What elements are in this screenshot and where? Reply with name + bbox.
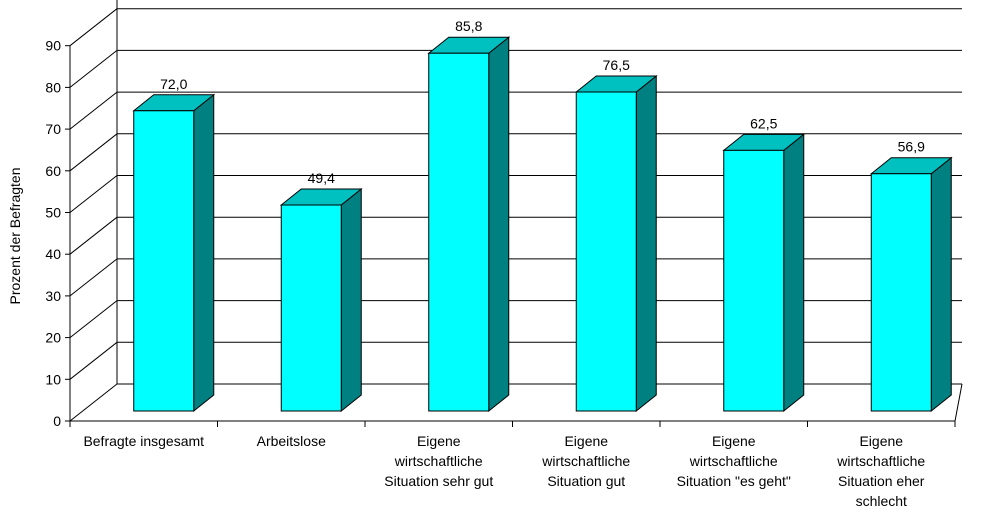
category-label-line: schlecht — [856, 493, 907, 509]
side-wall-gridline — [69, 91, 118, 130]
y-axis-label: Prozent der Befragten — [7, 168, 23, 305]
bar-front — [723, 149, 785, 412]
data-label: 72,0 — [160, 76, 187, 92]
y-tick-label: 20 — [45, 330, 61, 346]
y-tick-label: 50 — [45, 205, 61, 221]
y-tick-label: 10 — [45, 371, 61, 387]
category-label-line: wirtschaftliche — [836, 453, 925, 469]
side-wall-gridline — [69, 8, 118, 47]
bar-front — [280, 204, 342, 412]
data-label: 49,4 — [308, 170, 335, 186]
bar-front — [575, 91, 637, 412]
category-label: Eigene wirtschaftliche Situation gut — [541, 433, 630, 489]
bars-layer — [132, 36, 953, 413]
side-wall-gridline — [69, 133, 118, 172]
y-tick-label: 0 — [53, 413, 61, 429]
data-label: 76,5 — [603, 57, 630, 73]
category-label-line: Eigene — [712, 433, 756, 449]
bar-side — [783, 133, 805, 413]
side-wall-gridline — [69, 383, 118, 422]
side-wall-gridline — [69, 258, 118, 297]
category-label-line: wirtschaftliche — [541, 453, 630, 469]
side-wall-gridline — [69, 300, 118, 338]
category-label-line: Situation eher — [838, 473, 925, 489]
y-tick-label: 30 — [45, 288, 61, 304]
category-label: Befragte insgesamt — [83, 433, 204, 449]
data-label: 85,8 — [455, 18, 482, 34]
data-label: 62,5 — [750, 115, 777, 131]
bar — [722, 133, 806, 413]
y-tick-label: 60 — [45, 163, 61, 179]
grid-layer — [65, 0, 963, 427]
bar-side — [488, 36, 510, 413]
side-wall-gridline — [69, 175, 118, 213]
bar-side — [635, 74, 657, 413]
category-label-line: Situation gut — [547, 473, 625, 489]
bar-front — [428, 52, 490, 412]
category-label-line: wirtschaftliche — [394, 453, 483, 469]
category-label-line: Situation "es geht" — [677, 473, 791, 489]
y-tick-label: 70 — [45, 121, 61, 137]
bar — [279, 187, 363, 413]
data-label: 56,9 — [898, 139, 925, 155]
bar-front — [133, 110, 195, 412]
category-label: Arbeitslose — [257, 433, 326, 449]
category-label: Eigene wirtschaftliche Situation eher schle… — [836, 433, 925, 509]
floor-right-edge — [954, 383, 963, 422]
bar-side — [193, 93, 215, 413]
bar — [574, 74, 658, 413]
side-wall-gridline — [69, 216, 118, 255]
side-wall-gridline — [69, 50, 118, 88]
bar — [132, 93, 216, 413]
category-label: Eigene wirtschaftliche Situation sehr gut — [384, 433, 493, 489]
category-label-line: Eigene — [417, 433, 461, 449]
side-wall-gridline — [69, 341, 118, 380]
bar — [869, 156, 953, 413]
category-label-line: Befragte insgesamt — [83, 433, 204, 449]
y-tick-label: 40 — [45, 246, 61, 262]
bar-side — [340, 187, 362, 413]
bar — [427, 36, 511, 413]
category-label-line: Arbeitslose — [257, 433, 326, 449]
category-label: Eigene wirtschaftliche Situation "es geht" — [677, 433, 791, 489]
category-label-line: wirtschaftliche — [689, 453, 778, 469]
bar-side — [930, 156, 952, 413]
category-label-line: Eigene — [564, 433, 608, 449]
labels-layer: 0 10 20 30 40 50 60 70 80 90 72,0 49,4 85,8 76,5 62,5 5… — [45, 18, 925, 509]
y-tick-label: 80 — [45, 79, 61, 95]
category-label-line: Eigene — [859, 433, 903, 449]
bar-front — [870, 173, 932, 412]
category-label-line: Situation sehr gut — [384, 473, 493, 489]
y-tick-label: 90 — [45, 38, 61, 54]
